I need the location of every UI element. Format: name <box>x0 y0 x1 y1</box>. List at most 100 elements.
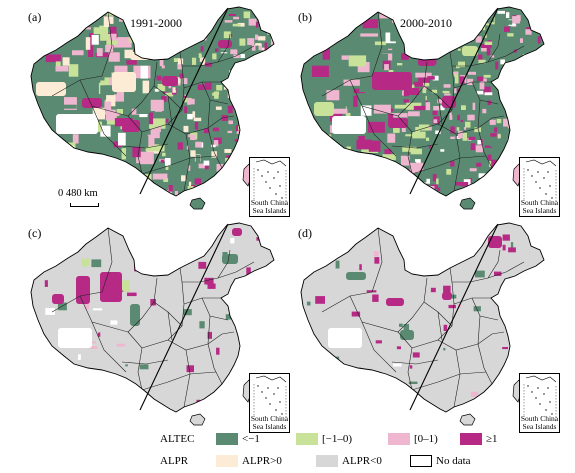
region-patch <box>106 39 118 45</box>
region-patch <box>89 346 98 349</box>
region-patch <box>69 157 87 170</box>
region-patch <box>258 43 262 51</box>
region-patch <box>446 169 452 175</box>
region-block <box>232 228 242 236</box>
region-patch <box>490 204 496 211</box>
region-patch <box>263 59 269 64</box>
legend-label: [−1–0) <box>322 433 353 445</box>
inset-island <box>275 193 277 195</box>
region-patch <box>494 193 502 196</box>
region-patch <box>526 13 529 18</box>
region-patch <box>335 260 340 269</box>
region-patch <box>488 192 497 196</box>
region-patch <box>214 91 219 99</box>
region-patch <box>425 102 431 111</box>
region-patch <box>98 136 116 144</box>
region-patch <box>456 37 461 43</box>
region-patch <box>489 140 497 147</box>
region-patch <box>540 80 544 87</box>
region-block <box>346 272 366 280</box>
region-patch <box>495 61 499 70</box>
legend-row-altec: ALTEC <−1 [−1–0) [0–1) ≥1 <box>160 432 560 448</box>
region-patch <box>233 16 239 20</box>
region-block <box>82 98 102 108</box>
region-patch <box>45 308 55 315</box>
region-patch <box>191 30 196 38</box>
region-patch <box>92 107 105 120</box>
region-patch <box>150 31 161 44</box>
region-patch <box>211 151 217 158</box>
province-border <box>207 315 211 345</box>
region-patch <box>108 52 120 62</box>
region-patch <box>231 153 235 157</box>
province-border <box>141 371 217 391</box>
region-patch <box>415 30 433 44</box>
region-patch <box>529 93 532 97</box>
inset-island <box>551 197 553 199</box>
region-patch <box>167 205 169 210</box>
legend-label: ALPR>0 <box>242 455 282 467</box>
region-patch <box>32 378 41 386</box>
region-patch <box>157 144 165 152</box>
region-patch <box>412 131 426 139</box>
region-patch <box>150 173 168 180</box>
region-patch <box>57 153 69 158</box>
region-patch <box>193 117 202 122</box>
region-patch <box>110 112 120 116</box>
region-patch <box>408 111 420 117</box>
inset-island <box>265 181 267 183</box>
region-patch <box>230 238 235 244</box>
region-patch <box>209 226 220 231</box>
inset-island <box>539 403 541 405</box>
region-patch <box>420 37 426 42</box>
region-patch <box>186 145 189 150</box>
region-block <box>36 82 66 96</box>
province-border <box>141 267 185 349</box>
region-patch <box>511 85 514 90</box>
inset-island <box>543 177 545 179</box>
region-patch <box>480 43 488 48</box>
region-patch <box>227 130 233 134</box>
region-patch <box>394 17 399 23</box>
region-patch <box>267 147 273 156</box>
region-patch <box>440 105 445 111</box>
region-patch <box>245 63 248 68</box>
province-border <box>397 115 413 175</box>
region-patch <box>382 186 400 194</box>
inset-island <box>531 175 533 177</box>
region-patch <box>100 85 117 95</box>
region-patch <box>390 30 408 42</box>
region-patch <box>222 140 230 148</box>
region-patch <box>225 401 229 407</box>
region-patch <box>232 178 237 187</box>
region-patch <box>420 114 433 127</box>
region-patch <box>456 127 460 131</box>
region-patch <box>177 205 181 210</box>
region-patch <box>178 189 186 194</box>
region-patch <box>204 277 214 285</box>
region-patch <box>147 134 155 146</box>
region-patch <box>433 106 440 111</box>
hainan-island <box>189 413 206 426</box>
inset-island <box>535 181 537 183</box>
region-block <box>76 276 90 304</box>
panel-letter-c: (c) <box>28 226 42 240</box>
region-patch <box>181 260 187 265</box>
region-block <box>314 102 334 116</box>
region-patch <box>203 160 210 166</box>
region-patch <box>348 55 367 67</box>
region-patch <box>524 142 530 146</box>
region-patch <box>145 144 160 152</box>
region-patch <box>156 126 161 133</box>
region-patch <box>406 102 422 106</box>
region-patch <box>220 205 227 209</box>
region-patch <box>181 175 186 182</box>
region-patch <box>341 55 349 60</box>
inset-island <box>537 387 539 389</box>
region-patch <box>177 63 182 70</box>
region-patch <box>189 25 192 31</box>
region-patch <box>215 106 222 110</box>
region-patch <box>150 257 159 264</box>
region-patch <box>446 198 454 204</box>
region-patch <box>309 126 319 137</box>
